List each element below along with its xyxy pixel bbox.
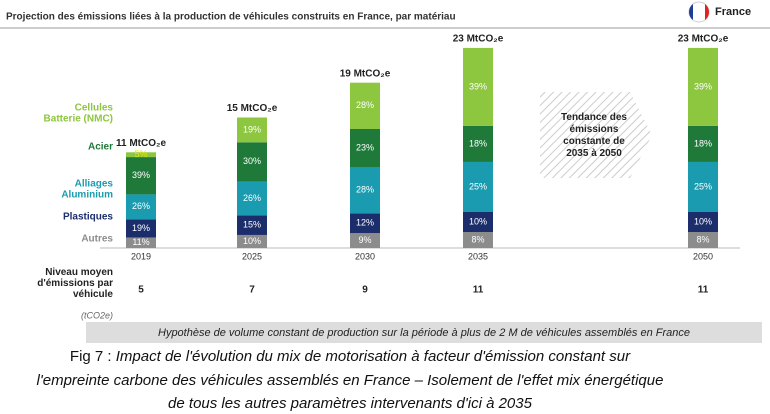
value-label: 12%	[356, 218, 374, 228]
bar-segment	[126, 157, 156, 195]
footnote: Hypothèse de volume constant de producti…	[158, 327, 690, 339]
row-value: 11	[473, 285, 484, 296]
bar-segment	[688, 211, 718, 232]
footnote-box	[86, 322, 762, 343]
value-label: 11%	[132, 237, 149, 247]
bar-segment	[350, 213, 380, 234]
bar-segment	[237, 117, 267, 143]
legend-label: Cellules Batterie (NMC)	[44, 102, 114, 124]
bar-segment	[126, 194, 156, 220]
bar-segment	[688, 125, 718, 162]
caption-text: Impact de l'évolution du mix de motorisa…	[115, 348, 631, 365]
row-unit: (tCO2e)	[81, 310, 113, 320]
value-label: 26%	[243, 193, 261, 203]
row-value: 7	[249, 285, 255, 296]
value-label: 39%	[132, 170, 150, 180]
flag-red	[705, 4, 710, 20]
bar-segment	[688, 161, 718, 212]
row-value: 11	[698, 285, 709, 296]
bar-segment	[350, 128, 380, 168]
legend-label: Plastiques	[63, 212, 113, 223]
bar-segment	[350, 82, 380, 129]
value-label: 25%	[469, 181, 487, 191]
bar-segment	[237, 142, 267, 182]
bar-segment	[126, 152, 156, 158]
value-label: 8%	[696, 234, 709, 244]
x-tick-label: 2025	[242, 251, 262, 261]
x-tick-label: 2030	[355, 251, 375, 261]
value-label: 10%	[243, 236, 261, 246]
caption-label: Fig 7 :	[69, 348, 112, 365]
x-tick-label: 2019	[131, 251, 151, 261]
bar-segment	[126, 219, 156, 238]
x-tick-label: 2035	[468, 251, 488, 261]
total-label: 23 MtCO₂e	[453, 34, 504, 45]
annotation: Tendance des émissions constante de 2035 à …	[561, 112, 627, 159]
trend-box	[540, 92, 652, 178]
value-label: 10%	[694, 216, 712, 226]
value-label: 23%	[356, 142, 374, 152]
bar-segment	[688, 47, 718, 126]
value-label: 39%	[694, 81, 712, 91]
total-label: 15 MtCO₂e	[227, 103, 278, 114]
caption-line: de tous les autres paramètres intervenan…	[168, 395, 532, 412]
value-label: 25%	[694, 181, 712, 191]
bar-segment	[463, 47, 493, 126]
value-label: 28%	[356, 185, 374, 195]
value-label: 9%	[358, 235, 371, 245]
value-label: 26%	[132, 201, 150, 211]
value-label: 15%	[243, 220, 261, 230]
bar-segment	[463, 231, 493, 248]
total-label: 11 MtCO₂e	[116, 138, 166, 149]
row-label: Niveau moyen d'émissions par véhicule	[37, 267, 113, 300]
bar-segment	[463, 211, 493, 232]
chart: Projection des émissions liées à la prod…	[0, 1, 770, 343]
value-label: 18%	[469, 138, 487, 148]
bar-segment	[688, 231, 718, 248]
value-label: 5%	[134, 149, 147, 159]
x-tick-label: 2050	[693, 251, 713, 261]
value-label: 39%	[469, 81, 487, 91]
total-label: 23 MtCO₂e	[678, 34, 729, 45]
bar-segment	[463, 125, 493, 162]
chart-title: Projection des émissions liées à la prod…	[6, 12, 456, 23]
bar-segment	[350, 233, 380, 248]
legend-label: Acier	[88, 142, 113, 153]
region-label: France	[715, 6, 751, 18]
flag-blue	[689, 4, 693, 20]
value-label: 19%	[243, 124, 261, 134]
value-label: 30%	[243, 156, 261, 166]
caption-line: l'empreinte carbone des véhicules assemb…	[36, 372, 664, 389]
value-label: 18%	[694, 138, 712, 148]
caption-line: Fig 7 : Impact de l'évolution du mix de …	[0, 348, 700, 365]
bar-segment	[237, 181, 267, 216]
value-label: 10%	[469, 216, 487, 226]
value-label: 8%	[471, 234, 484, 244]
value-label: 28%	[356, 100, 374, 110]
bar-segment	[237, 234, 267, 248]
row-value: 5	[138, 285, 144, 296]
legend-label: Autres	[81, 234, 113, 245]
bar-segment	[463, 161, 493, 212]
bar-segment	[237, 215, 267, 235]
bar-segment	[126, 237, 156, 248]
value-label: 19%	[132, 223, 150, 233]
legend-label: Alliages Aluminium	[61, 178, 113, 200]
total-label: 19 MtCO₂e	[340, 68, 391, 79]
row-value: 9	[362, 285, 368, 296]
bar-segment	[350, 167, 380, 214]
